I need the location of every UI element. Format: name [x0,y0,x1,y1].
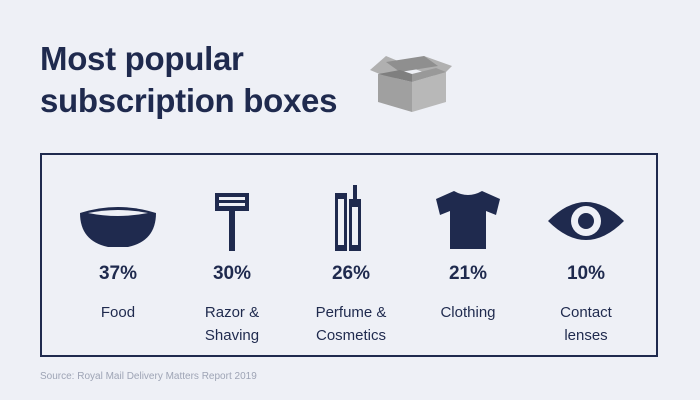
item-label: Clothing [408,301,528,324]
bowl-icon [58,185,178,255]
item-percent: 37% [58,263,178,285]
eye-icon [526,185,646,255]
item-label: Razor & Shaving [172,301,292,347]
mascara-icon [291,185,411,255]
open-box-icon [366,52,456,114]
item-percent: 26% [291,263,411,285]
razor-icon [172,185,292,255]
tshirt-icon [408,185,528,255]
title-line-2: subscription boxes [40,80,337,122]
item-percent: 21% [408,263,528,285]
item-percent: 30% [172,263,292,285]
source-note: Source: Royal Mail Delivery Matters Repo… [40,371,257,382]
title-line-1: Most popular [40,38,337,80]
item-label: Perfume & Cosmetics [291,301,411,347]
item-percent: 10% [526,263,646,285]
item-label: Contact lenses [526,301,646,347]
item-label: Food [58,301,178,324]
page-title: Most popular subscription boxes [40,38,337,122]
subscription-panel: 37% Food 30% Razor & Shaving 26% Perfum [40,153,658,357]
